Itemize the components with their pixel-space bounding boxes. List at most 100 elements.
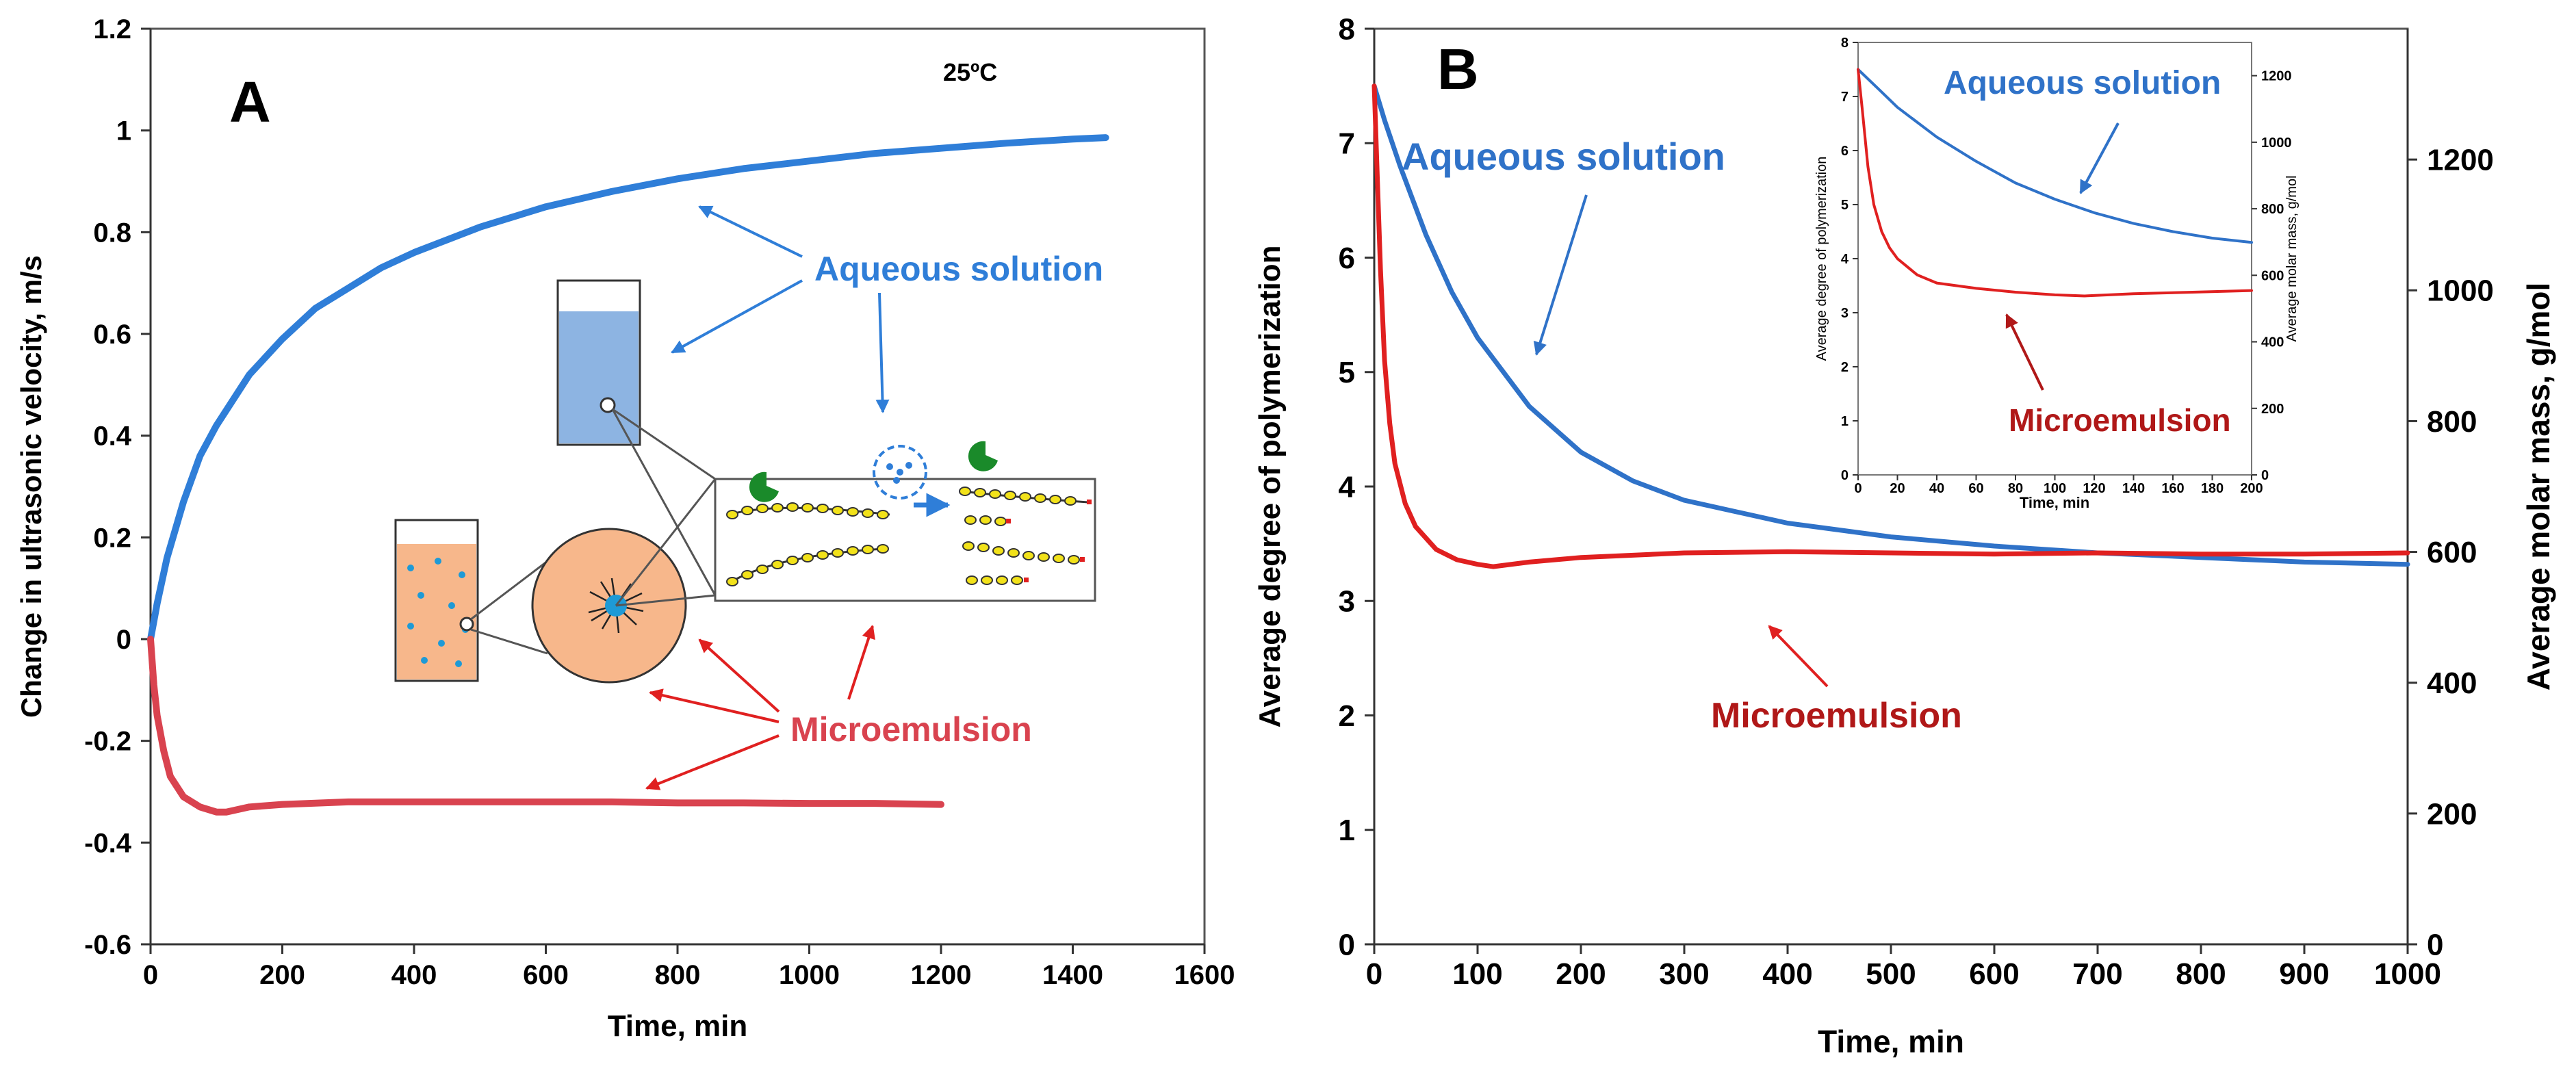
panel-a-xlabel: Time, min — [608, 1009, 748, 1043]
panel-b-ytick-label: 3 — [1339, 585, 1355, 619]
panel-a-ytick-label: 0.8 — [93, 218, 131, 248]
inset-ytick-label: 4 — [1841, 252, 1849, 267]
panel-a-ticks: 0 200 400 600 800 1000 1200 1400 1600 -0.6 -0.4 -0.… — [84, 14, 1235, 990]
panel-b-ytick-right-label: 600 — [2427, 536, 2477, 569]
oligomer-chains — [726, 487, 1089, 586]
panel-a-micro-label: Microemulsion — [790, 710, 1032, 749]
panel-b-ytick-label: 8 — [1339, 12, 1355, 46]
panel-a-temperature: 25ºC — [943, 58, 997, 86]
panel-b-label: B — [1437, 37, 1479, 101]
panel-a-ytick-label: 0 — [116, 625, 131, 655]
panel-b-ylabel-right: Average molar mass, g/mol — [2521, 283, 2556, 691]
panel-b-xtick-label: 400 — [1762, 957, 1812, 991]
panel-b-ytick-right-label: 800 — [2427, 405, 2477, 439]
panel-b-xtick-label: 300 — [1659, 957, 1709, 991]
inset-ytick-label: 3 — [1841, 306, 1849, 321]
inset-ytick-label: 5 — [1841, 198, 1849, 213]
panel-b-ytick-right-label: 1000 — [2427, 274, 2494, 308]
inset-ytick-right-label: 1000 — [2261, 135, 2292, 151]
inset-xtick-label: 40 — [1929, 481, 1944, 496]
inset-ytick-label: 0 — [1841, 468, 1849, 483]
inset-ytick-right-label: 200 — [2261, 402, 2284, 417]
panel-a-xtick-label: 800 — [655, 960, 701, 990]
panel-b-xtick-label: 800 — [2176, 957, 2226, 991]
panel-a-ytick-label: 0.2 — [93, 523, 131, 553]
panel-b-xlabel: Time, min — [1818, 1024, 1964, 1059]
enzyme-icon-2 — [968, 441, 998, 471]
panel-b-series-microemulsion — [1371, 83, 2410, 569]
inset-xtick-label: 80 — [2008, 481, 2023, 496]
panel-b-ylabel: Average degree of polymerization — [1253, 245, 1287, 727]
microemulsion-liquid — [397, 544, 476, 679]
inset-ytick-label: 6 — [1841, 144, 1849, 159]
aqueous-liquid — [559, 311, 639, 443]
panel-a-ytick-label: 1.2 — [93, 14, 131, 44]
panel-a-ytick-label: -0.6 — [84, 930, 131, 960]
inset-ytick-right-label: 600 — [2261, 268, 2284, 283]
panel-a: 0 200 400 600 800 1000 1200 1400 1600 -0.6 -0.4 -0.… — [15, 14, 1235, 1043]
chain-end-marks — [1006, 500, 1092, 582]
inset-xtick-label: 120 — [2083, 481, 2105, 496]
panel-a-ylabel: Change in ultrasonic velocity, m/s — [15, 255, 47, 718]
inset-xtick-label: 60 — [1968, 481, 1983, 496]
panel-b-xtick-label: 900 — [2279, 957, 2329, 991]
panel-a-xtick-label: 400 — [391, 960, 437, 990]
microemulsion-zoom-dot — [459, 617, 474, 632]
panel-a-xtick-label: 1600 — [1174, 960, 1235, 990]
inset-chart: 0 20 40 60 80 100 120 140 160 180 2000123456780200… — [1810, 36, 2304, 511]
enzyme-complex-icon — [873, 445, 927, 500]
inset-series — [1857, 68, 2253, 298]
inset-xlabel: Time, min — [2020, 494, 2089, 511]
panel-b-xtick-label: 200 — [1556, 957, 1606, 991]
panel-b-ytick-label: 1 — [1339, 814, 1355, 847]
panel-b-ytick-label: 2 — [1339, 699, 1355, 733]
panel-a-ytick-label: 0.4 — [93, 422, 131, 452]
inset-ylabel: Average degree of polymerization — [1814, 157, 1829, 361]
inset-xtick-label: 160 — [2161, 481, 2184, 496]
panel-b-ytick-right-label: 400 — [2427, 666, 2477, 700]
panel-b-xtick-label: 600 — [1969, 957, 2019, 991]
inset-ytick-right-label: 800 — [2261, 202, 2284, 217]
panel-a-xtick-label: 600 — [523, 960, 569, 990]
panel-b-xtick-label: 100 — [1452, 957, 1502, 991]
panel-b-ytick-label: 4 — [1339, 470, 1356, 504]
inset-series-microemulsion — [1857, 68, 2253, 298]
inset-ytick-label: 2 — [1841, 360, 1849, 375]
panel-a-xtick-label: 200 — [259, 960, 305, 990]
panel-b-ytick-right-label: 0 — [2427, 928, 2443, 961]
inset-xtick-label: 140 — [2122, 481, 2145, 496]
panel-b-micro-label: Microemulsion — [1711, 696, 1962, 736]
inset-ylabel-right: Average molar mass, g/mol — [2284, 175, 2300, 341]
panel-a-xtick-label: 1400 — [1042, 960, 1103, 990]
inset-xtick-label: 180 — [2201, 481, 2224, 496]
inset-xtick-label: 100 — [2044, 481, 2066, 496]
panel-b: 0 100 200 300 400 500 600 700 800 900 100001234567… — [1253, 12, 2556, 1059]
inset-ytick-label: 8 — [1841, 36, 1849, 51]
panel-b-ytick-label: 0 — [1339, 928, 1355, 961]
inset-series-aqueous-solution — [1857, 68, 2253, 244]
panel-b-xtick-label: 500 — [1866, 957, 1916, 991]
schematic — [394, 279, 1096, 684]
panel-a-series-aqueous-solution — [147, 134, 1109, 643]
inset-micro-label: Microemulsion — [2009, 402, 2231, 438]
panel-a-xtick-label: 1200 — [911, 960, 972, 990]
inset-aqueous-label: Aqueous solution — [1944, 65, 2221, 101]
panel-a-ytick-label: 1 — [116, 116, 131, 146]
inset-ytick-right-label: 1200 — [2261, 69, 2292, 84]
panel-a-series — [147, 134, 1109, 816]
panel-b-xtick-label: 0 — [1366, 957, 1382, 991]
panel-b-ytick-label: 5 — [1339, 356, 1355, 389]
panel-b-xtick-label: 1000 — [2374, 957, 2441, 991]
panel-b-aqueous-label: Aqueous solution — [1402, 135, 1725, 178]
panel-b-ticks: 0 100 200 300 400 500 600 700 800 900 100001234567… — [1339, 12, 2494, 991]
inset-ticks: 0 20 40 60 80 100 120 140 160 180 2000123456780200… — [1841, 36, 2292, 496]
inset-ytick-label: 7 — [1841, 90, 1849, 105]
panel-a-ytick-label: -0.4 — [84, 828, 132, 858]
panel-a-callouts: Aqueous solution Microemulsion — [645, 205, 1103, 790]
panel-a-xtick-label: 0 — [143, 960, 158, 990]
inset-ytick-right-label: 0 — [2261, 468, 2269, 483]
panel-b-series — [1371, 83, 2410, 569]
inset-xtick-label: 20 — [1890, 481, 1905, 496]
hydrolysis-box — [714, 478, 1096, 602]
inset-background — [1810, 36, 2304, 479]
